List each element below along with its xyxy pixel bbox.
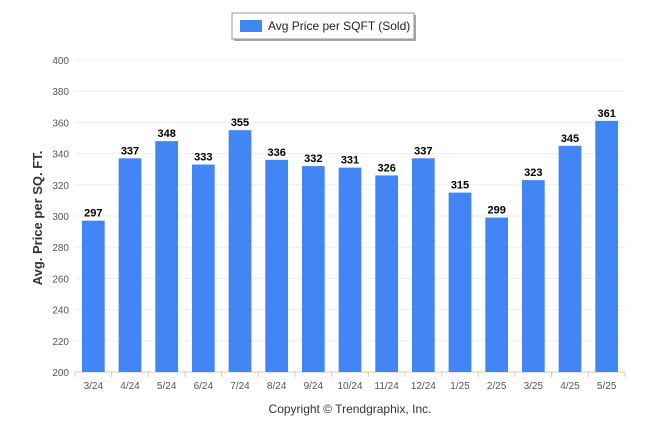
x-tick-label: 7/24 <box>230 381 250 392</box>
bars: 297 337 348 333 355 336 332 331 326 337 315 299 323 3… <box>81 108 619 372</box>
data-label: 326 <box>377 162 395 174</box>
y-axis-title: Avg. Price per SQ. FT. <box>30 151 45 286</box>
y-tick-label: 360 <box>52 118 69 129</box>
x-tick-label: 4/24 <box>120 381 140 392</box>
y-tick-label: 200 <box>52 368 69 379</box>
data-label: 337 <box>121 145 139 157</box>
x-tick-label: 11/24 <box>375 381 400 392</box>
x-tick-label: 5/25 <box>597 381 617 392</box>
bar[interactable] <box>521 180 545 372</box>
data-label: 323 <box>524 167 542 179</box>
bar[interactable] <box>338 167 362 372</box>
legend-label: Avg Price per SQFT (Sold) <box>268 19 410 33</box>
bar[interactable] <box>485 217 509 372</box>
data-label: 355 <box>231 117 249 129</box>
bar[interactable] <box>448 192 472 372</box>
y-tick-label: 340 <box>52 150 69 161</box>
y-tick-label: 280 <box>52 243 69 254</box>
data-label: 299 <box>487 205 505 217</box>
data-label: 361 <box>597 108 615 120</box>
y-tick-label: 260 <box>52 274 69 285</box>
x-tick-label: 9/24 <box>304 381 324 392</box>
legend-box <box>231 12 415 40</box>
y-tick-label: 240 <box>52 306 69 317</box>
data-label: 337 <box>414 145 432 157</box>
bar[interactable] <box>301 166 325 372</box>
bar[interactable] <box>191 164 215 372</box>
data-label: 336 <box>267 147 285 159</box>
x-tick-label: 2/25 <box>487 381 507 392</box>
bar[interactable] <box>118 158 142 372</box>
x-tick-label: 4/25 <box>560 381 580 392</box>
x-tick-label: 3/24 <box>84 381 104 392</box>
x-tick-label: 12/24 <box>411 381 436 392</box>
data-label: 348 <box>157 128 175 140</box>
bar[interactable] <box>411 158 435 372</box>
x-tick-label: 6/24 <box>194 381 214 392</box>
y-tick-label: 220 <box>52 337 69 348</box>
y-tick-label: 400 <box>52 56 69 67</box>
x-tick-label: 8/24 <box>267 381 287 392</box>
x-tick-label: 10/24 <box>337 381 362 392</box>
bar[interactable] <box>558 145 582 372</box>
legend[interactable]: Avg Price per SQFT (Sold) <box>231 12 416 41</box>
copyright: Copyright © Trendgraphix, Inc. <box>269 402 432 416</box>
y-tick-label: 380 <box>52 87 69 98</box>
data-label: 333 <box>194 152 212 164</box>
x-tick-label: 3/25 <box>524 381 544 392</box>
data-label: 345 <box>561 133 579 145</box>
legend-swatch <box>240 20 262 32</box>
y-tick-label: 320 <box>52 181 69 192</box>
data-label: 297 <box>84 208 102 220</box>
data-label: 331 <box>341 155 359 167</box>
bar[interactable] <box>375 175 399 372</box>
y-axis-ticks: 200 220 240 260 280 300 320 340 360 380 400 <box>52 56 69 379</box>
bar[interactable] <box>155 141 179 372</box>
bar[interactable] <box>81 220 105 372</box>
x-tick-label: 5/24 <box>157 381 177 392</box>
x-axis-ticks: 3/24 4/24 5/24 6/24 7/24 8/24 9/24 10/24 11/24 12… <box>74 372 626 392</box>
y-tick-label: 300 <box>52 212 69 223</box>
bar[interactable] <box>595 120 619 372</box>
bar[interactable] <box>265 159 289 372</box>
bar[interactable] <box>228 130 252 372</box>
data-label: 315 <box>451 180 469 192</box>
x-tick-label: 1/25 <box>450 381 470 392</box>
data-label: 332 <box>304 153 322 165</box>
